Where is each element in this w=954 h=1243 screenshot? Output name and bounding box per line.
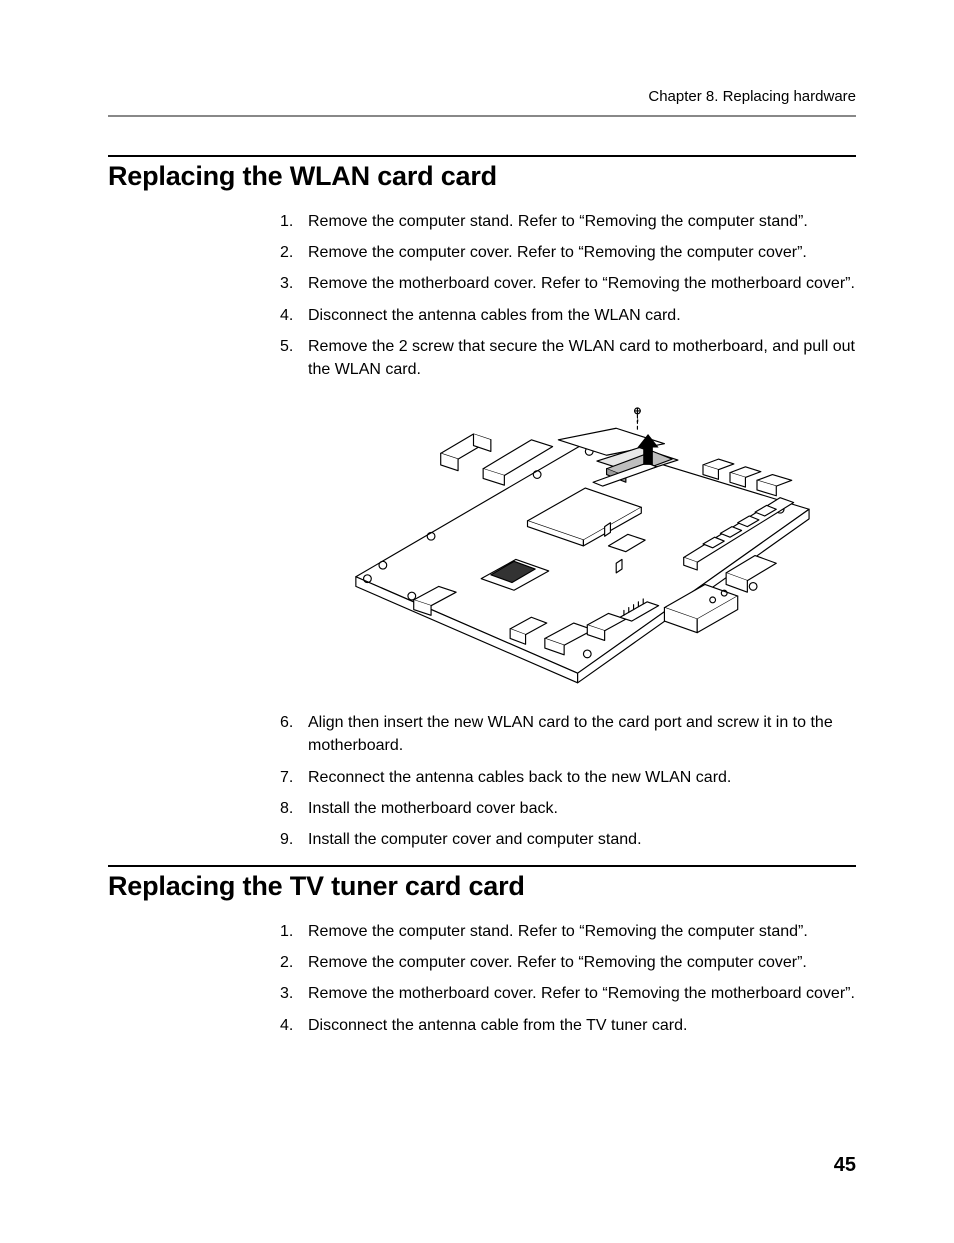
step-text: Reconnect the antenna cables back to the… — [308, 769, 731, 786]
step-text: Remove the computer cover. Refer to “Rem… — [308, 244, 807, 261]
list-item: 4. Disconnect the antenna cable from the … — [280, 1014, 856, 1037]
list-item: 4. Disconnect the antenna cables from the… — [280, 304, 856, 327]
motherboard-diagram — [280, 393, 856, 693]
step-text: Disconnect the antenna cable from the TV… — [308, 1017, 687, 1034]
list-item: 2. Remove the computer cover. Refer to “R… — [280, 241, 856, 264]
step-number: 4. — [280, 304, 293, 327]
step-number: 1. — [280, 920, 293, 943]
section1-rule — [108, 155, 856, 157]
step-number: 9. — [280, 828, 293, 851]
step-text: Remove the computer stand. Refer to “Rem… — [308, 923, 808, 940]
list-item: 8. Install the motherboard cover back. — [280, 797, 856, 820]
step-text: Remove the computer cover. Refer to “Rem… — [308, 954, 807, 971]
step-number: 3. — [280, 272, 293, 295]
step-number: 8. — [280, 797, 293, 820]
list-item: 1. Remove the computer stand. Refer to “R… — [280, 920, 856, 943]
step-text: Remove the computer stand. Refer to “Rem… — [308, 213, 808, 230]
step-text: Install the motherboard cover back. — [308, 800, 558, 817]
step-number: 4. — [280, 1014, 293, 1037]
list-item: 3. Remove the motherboard cover. Refer to… — [280, 982, 856, 1005]
step-text: Install the computer cover and computer … — [308, 831, 642, 848]
section2-rule — [108, 865, 856, 867]
page-number: 45 — [834, 1154, 856, 1177]
step-number: 6. — [280, 711, 293, 734]
step-number: 5. — [280, 335, 293, 358]
page: Chapter 8. Replacing hardware Replacing … — [0, 0, 954, 1243]
step-number: 2. — [280, 951, 293, 974]
step-text: Disconnect the antenna cables from the W… — [308, 307, 681, 324]
list-item: 9. Install the computer cover and compute… — [280, 828, 856, 851]
section1-steps-b: 6. Align then insert the new WLAN card to… — [280, 711, 856, 851]
step-number: 3. — [280, 982, 293, 1005]
step-text: Align then insert the new WLAN card to t… — [308, 714, 833, 754]
section2-steps: 1. Remove the computer stand. Refer to “R… — [280, 920, 856, 1037]
list-item: 5. Remove the 2 screw that secure the WLA… — [280, 335, 856, 381]
step-text: Remove the 2 screw that secure the WLAN … — [308, 338, 855, 378]
step-number: 7. — [280, 766, 293, 789]
list-item: 1. Remove the computer stand. Refer to “R… — [280, 210, 856, 233]
step-text: Remove the motherboard cover. Refer to “… — [308, 275, 855, 292]
step-number: 2. — [280, 241, 293, 264]
running-header: Chapter 8. Replacing hardware — [108, 88, 856, 105]
step-text: Remove the motherboard cover. Refer to “… — [308, 985, 855, 1002]
header-rule — [108, 115, 856, 117]
list-item: 3. Remove the motherboard cover. Refer to… — [280, 272, 856, 295]
section1-steps-a: 1. Remove the computer stand. Refer to “R… — [280, 210, 856, 381]
list-item: 6. Align then insert the new WLAN card to… — [280, 711, 856, 757]
motherboard-svg — [298, 393, 838, 693]
list-item: 2. Remove the computer cover. Refer to “R… — [280, 951, 856, 974]
list-item: 7. Reconnect the antenna cables back to t… — [280, 766, 856, 789]
section1-title: Replacing the WLAN card card — [108, 161, 856, 192]
step-number: 1. — [280, 210, 293, 233]
section2-title: Replacing the TV tuner card card — [108, 871, 856, 902]
